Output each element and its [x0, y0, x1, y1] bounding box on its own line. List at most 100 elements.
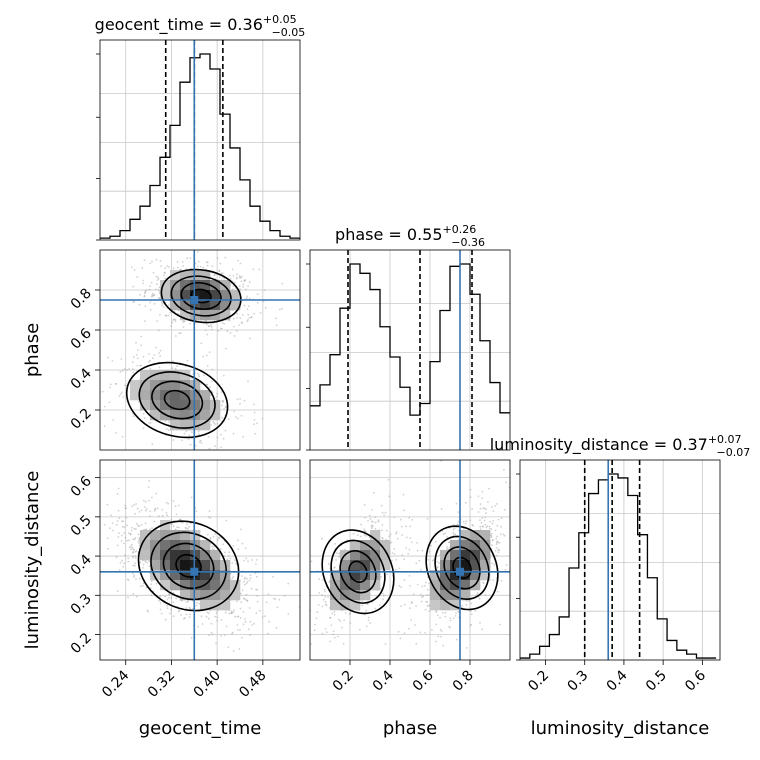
- sample-point: [176, 266, 179, 269]
- sample-point: [149, 262, 152, 265]
- sample-point: [155, 275, 158, 278]
- sample-point: [131, 361, 134, 364]
- sample-point: [403, 579, 406, 581]
- x-axis-label-phase: phase: [383, 718, 437, 739]
- sample-point: [158, 290, 161, 293]
- sample-point: [210, 380, 213, 382]
- density-cell: [180, 410, 191, 421]
- sample-point: [255, 559, 258, 561]
- sample-point: [150, 583, 153, 586]
- sample-point: [123, 532, 126, 534]
- sample-point: [151, 357, 154, 360]
- sample-point: [121, 520, 123, 523]
- sample-point: [155, 492, 158, 495]
- sample-point: [182, 326, 185, 328]
- sample-point: [208, 325, 211, 328]
- sample-point: [245, 288, 248, 291]
- sample-point: [184, 616, 186, 619]
- sample-point: [325, 631, 328, 633]
- sample-point: [492, 579, 495, 581]
- sample-point: [324, 603, 327, 606]
- sample-point: [190, 496, 193, 499]
- sample-point: [148, 353, 150, 355]
- sample-point: [91, 400, 93, 402]
- sample-point: [126, 578, 129, 581]
- sample-point: [148, 422, 150, 424]
- sample-point: [500, 533, 502, 536]
- sample-point: [219, 276, 221, 279]
- y-axis-label-phase: phase: [22, 323, 43, 377]
- sample-point: [124, 536, 127, 539]
- sample-point: [218, 270, 221, 273]
- sample-point: [101, 390, 104, 393]
- sample-point: [363, 528, 365, 531]
- sample-point: [183, 320, 186, 323]
- sample-point: [134, 512, 137, 515]
- title-plus: +0.07: [708, 433, 742, 446]
- sample-point: [184, 365, 187, 368]
- density-cell: [200, 280, 211, 291]
- sample-point: [135, 550, 138, 553]
- x-tick-label: 0.24: [99, 667, 132, 700]
- sample-point: [148, 288, 151, 291]
- sample-point: [356, 534, 359, 536]
- sample-point: [482, 581, 484, 584]
- sample-point: [170, 519, 173, 521]
- sample-point: [121, 369, 124, 372]
- sample-point: [393, 516, 396, 519]
- sample-point: [502, 533, 505, 536]
- sample-point: [151, 294, 154, 297]
- sample-point: [430, 544, 432, 547]
- sample-point: [444, 532, 447, 535]
- sample-point: [221, 400, 224, 403]
- sample-point: [481, 517, 484, 519]
- truth-marker: [456, 567, 464, 576]
- density-cell: [150, 410, 161, 421]
- sample-point: [349, 622, 352, 624]
- sample-point: [278, 308, 281, 311]
- sample-point: [192, 607, 194, 610]
- contour-line: [339, 550, 377, 594]
- density-cell: [170, 550, 181, 561]
- sample-point: [221, 456, 223, 458]
- sample-point: [240, 414, 243, 417]
- sample-point: [215, 612, 218, 615]
- sample-point: [254, 572, 257, 574]
- sample-point: [206, 333, 209, 336]
- contour-line: [443, 546, 481, 590]
- sample-point: [103, 523, 106, 526]
- sample-point: [152, 271, 155, 274]
- sample-point: [315, 617, 318, 620]
- sample-point: [178, 518, 181, 521]
- density-cell: [370, 550, 381, 561]
- sample-point: [92, 382, 94, 384]
- sample-point: [157, 297, 160, 300]
- sample-point: [160, 265, 162, 267]
- density-cell: [470, 560, 481, 571]
- density-cell: [190, 560, 201, 571]
- sample-point: [481, 628, 483, 631]
- contour-line: [348, 560, 368, 583]
- sample-point: [321, 578, 324, 581]
- sample-point: [168, 421, 170, 423]
- density-cell: [200, 590, 211, 601]
- sample-point: [307, 597, 309, 599]
- sample-point: [407, 627, 410, 630]
- sample-point: [142, 279, 145, 282]
- sample-point: [457, 610, 460, 613]
- density-cell: [440, 580, 451, 591]
- density-cell: [150, 380, 161, 391]
- sample-point: [119, 561, 122, 564]
- x-tick-label: 0.2: [330, 668, 357, 695]
- sample-point: [142, 563, 145, 566]
- sample-point: [284, 611, 286, 613]
- sample-point: [495, 537, 498, 540]
- sample-point: [159, 260, 162, 262]
- sample-point: [241, 322, 244, 325]
- sample-point: [497, 518, 500, 521]
- sample-point: [424, 584, 426, 587]
- sample-point: [240, 321, 243, 324]
- sample-point: [188, 526, 190, 528]
- sample-point: [398, 584, 401, 587]
- sample-point: [395, 559, 398, 561]
